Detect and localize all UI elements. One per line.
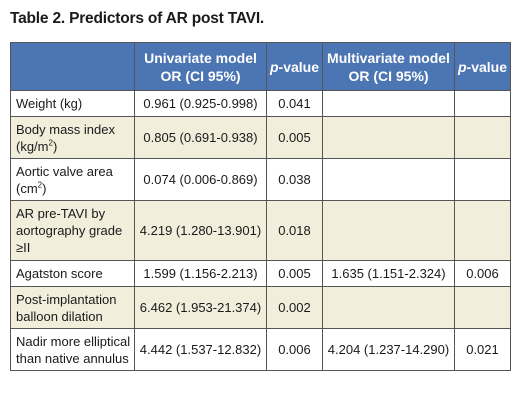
multivariate-p bbox=[454, 116, 511, 159]
univariate-p: 0.002 bbox=[266, 286, 323, 329]
multivariate-or bbox=[322, 90, 455, 117]
table-row: Weight (kg) 0.961 (0.925-0.998) 0.041 bbox=[10, 90, 511, 117]
table-row: AR pre-TAVI by aortography grade ≥II 4.2… bbox=[10, 200, 511, 261]
header-predictor bbox=[10, 42, 135, 91]
univariate-p: 0.006 bbox=[266, 328, 323, 371]
univariate-or: 6.462 (1.953-21.374) bbox=[134, 286, 267, 329]
header-multivariate-pvalue: p-value bbox=[454, 42, 511, 91]
row-label: Weight (kg) bbox=[10, 90, 135, 117]
univariate-or: 0.805 (0.691-0.938) bbox=[134, 116, 267, 159]
table-row: Aortic valve area (cm2) 0.074 (0.006-0.8… bbox=[10, 158, 511, 201]
univariate-or: 1.599 (1.156-2.213) bbox=[134, 260, 267, 287]
univariate-p: 0.005 bbox=[266, 260, 323, 287]
header-multivariate-line1: Multivariate model bbox=[327, 49, 450, 66]
univariate-or: 0.961 (0.925-0.998) bbox=[134, 90, 267, 117]
predictors-table: Univariate model OR (CI 95%) p-value Mul… bbox=[10, 42, 511, 371]
univariate-p: 0.018 bbox=[266, 200, 323, 261]
multivariate-p bbox=[454, 90, 511, 117]
row-label: AR pre-TAVI by aortography grade ≥II bbox=[10, 200, 135, 261]
multivariate-p: 0.006 bbox=[454, 260, 511, 287]
multivariate-or bbox=[322, 200, 455, 261]
header-p-rest: -value bbox=[466, 58, 508, 75]
row-label: Post-implantation balloon dilation bbox=[10, 286, 135, 329]
header-multivariate: Multivariate model OR (CI 95%) bbox=[322, 42, 455, 91]
univariate-p: 0.038 bbox=[266, 158, 323, 201]
table-title: Table 2. Predictors of AR post TAVI. bbox=[10, 10, 265, 27]
row-label: Nadir more elliptical than native annulu… bbox=[10, 328, 135, 371]
row-label: Agatston score bbox=[10, 260, 135, 287]
table-row: Body mass index (kg/m2) 0.805 (0.691-0.9… bbox=[10, 116, 511, 159]
header-row: Univariate model OR (CI 95%) p-value Mul… bbox=[10, 42, 511, 91]
multivariate-or bbox=[322, 116, 455, 159]
header-univariate-pvalue: p-value bbox=[266, 42, 323, 91]
multivariate-or: 4.204 (1.237-14.290) bbox=[322, 328, 455, 371]
table-row: Agatston score 1.599 (1.156-2.213) 0.005… bbox=[10, 260, 511, 287]
univariate-or: 0.074 (0.006-0.869) bbox=[134, 158, 267, 201]
header-univariate-line2: OR (CI 95%) bbox=[160, 67, 241, 84]
header-univariate-line1: Univariate model bbox=[144, 49, 257, 66]
header-p-rest: -value bbox=[278, 58, 320, 75]
row-label: Body mass index (kg/m2) bbox=[10, 116, 135, 159]
header-univariate: Univariate model OR (CI 95%) bbox=[134, 42, 267, 91]
header-multivariate-line2: OR (CI 95%) bbox=[348, 67, 429, 84]
multivariate-p bbox=[454, 158, 511, 201]
multivariate-p bbox=[454, 286, 511, 329]
header-p-italic: p bbox=[269, 58, 279, 75]
multivariate-or bbox=[322, 158, 455, 201]
univariate-p: 0.041 bbox=[266, 90, 323, 117]
multivariate-or bbox=[322, 286, 455, 329]
row-label: Aortic valve area (cm2) bbox=[10, 158, 135, 201]
table-row: Post-implantation balloon dilation 6.462… bbox=[10, 286, 511, 329]
multivariate-or: 1.635 (1.151-2.324) bbox=[322, 260, 455, 287]
table-row: Nadir more elliptical than native annulu… bbox=[10, 328, 511, 371]
multivariate-p: 0.021 bbox=[454, 328, 511, 371]
header-p-italic: p bbox=[457, 58, 467, 75]
univariate-or: 4.219 (1.280-13.901) bbox=[134, 200, 267, 261]
multivariate-p bbox=[454, 200, 511, 261]
univariate-p: 0.005 bbox=[266, 116, 323, 159]
univariate-or: 4.442 (1.537-12.832) bbox=[134, 328, 267, 371]
